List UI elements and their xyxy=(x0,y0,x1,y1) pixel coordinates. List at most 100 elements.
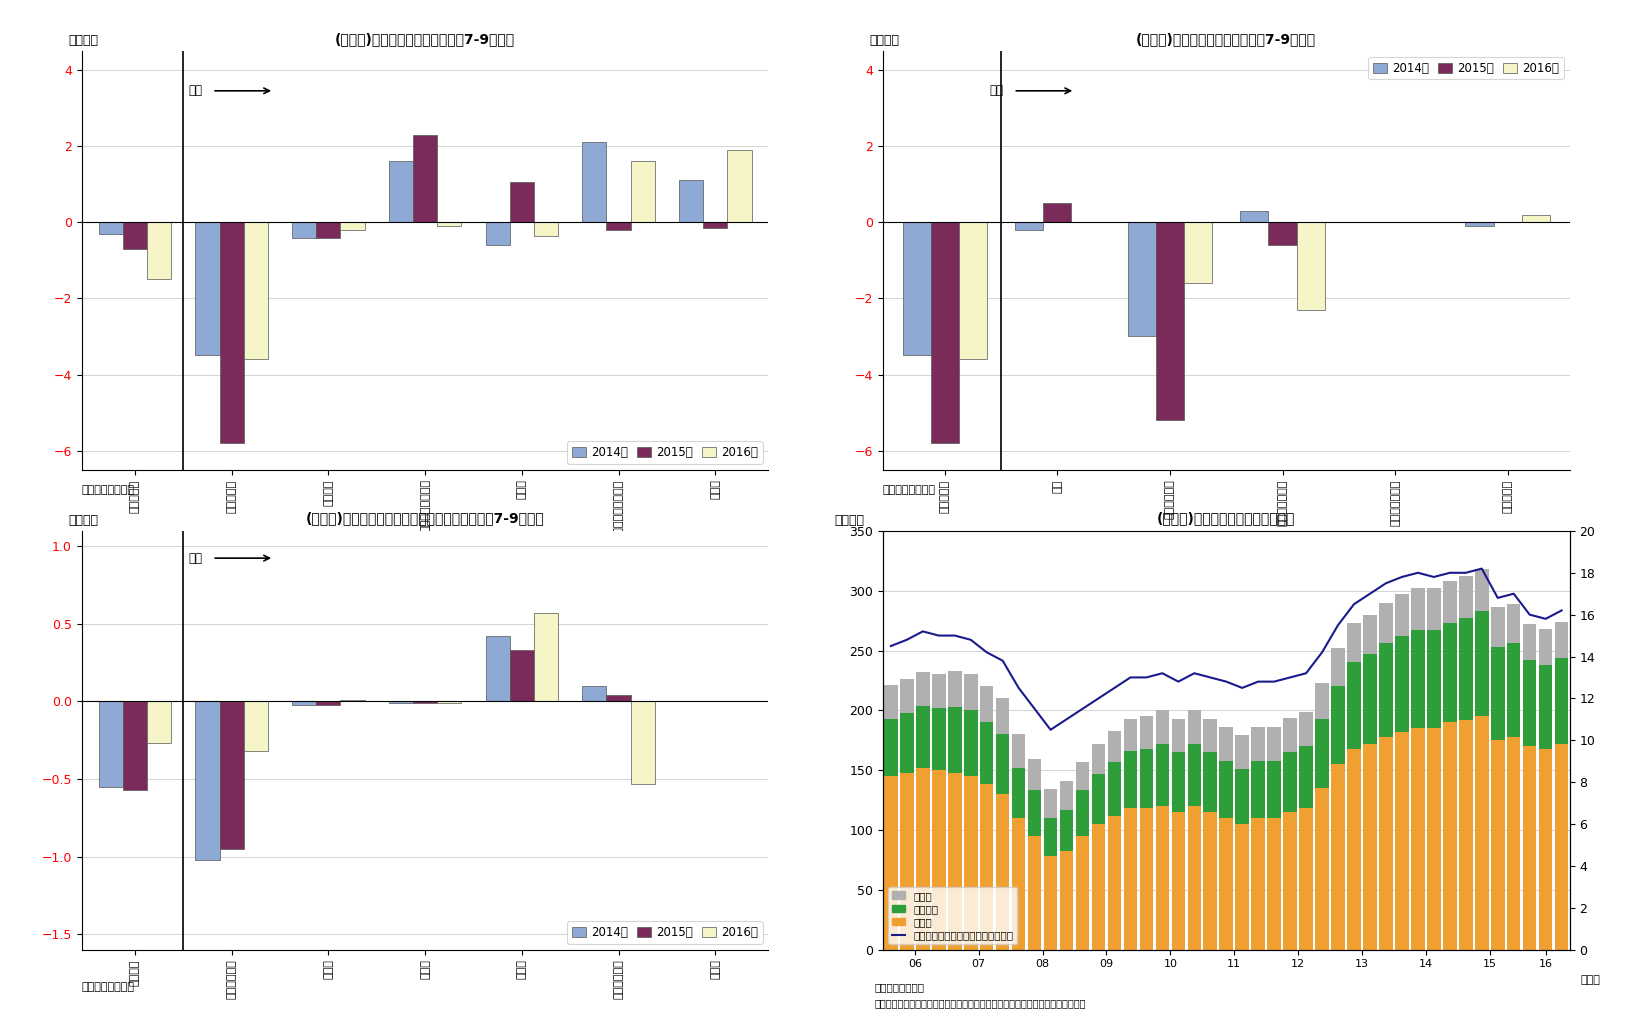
Bar xyxy=(932,770,945,950)
個人金融資産に占める割合（右軸） xyxy=(1233,682,1252,694)
Bar xyxy=(930,223,958,443)
Bar xyxy=(196,223,219,355)
Bar xyxy=(1028,836,1041,950)
Bar xyxy=(1092,744,1105,774)
Bar xyxy=(1347,748,1360,950)
Bar xyxy=(1427,728,1440,950)
個人金融資産に占める割合（右軸） xyxy=(992,654,1012,667)
Bar xyxy=(916,768,930,950)
Bar xyxy=(1092,824,1105,950)
Bar xyxy=(1220,761,1233,818)
Bar xyxy=(1347,663,1360,748)
Bar xyxy=(1283,752,1297,812)
Bar xyxy=(903,223,930,355)
Bar xyxy=(1300,746,1313,809)
Bar xyxy=(885,685,898,719)
Text: 内訳: 内訳 xyxy=(989,85,1004,97)
Bar xyxy=(147,223,172,280)
Bar xyxy=(901,773,914,950)
Bar xyxy=(1364,615,1377,654)
Bar xyxy=(1076,762,1089,790)
Bar xyxy=(1107,816,1122,950)
Bar xyxy=(965,776,978,950)
Bar xyxy=(1444,581,1457,623)
Bar xyxy=(1539,629,1553,665)
個人金融資産に占める割合（右軸） xyxy=(1424,571,1444,583)
Bar xyxy=(1347,623,1360,663)
Bar xyxy=(1507,736,1521,950)
個人金融資産に占める割合（右軸） xyxy=(1328,619,1347,631)
Bar xyxy=(1251,761,1265,818)
個人金融資産に占める割合（右軸） xyxy=(1313,646,1333,659)
Title: (図表６)家計資産のフロー（各年7-9月期）: (図表６)家計資産のフロー（各年7-9月期） xyxy=(335,32,515,46)
Bar xyxy=(1539,665,1553,748)
Bar xyxy=(1241,211,1269,223)
個人金融資産に占める割合（右軸） xyxy=(1136,672,1156,684)
個人金融資産に占める割合（右軸） xyxy=(1280,672,1300,684)
Bar xyxy=(1015,223,1043,230)
Bar xyxy=(147,701,172,743)
Bar xyxy=(1465,223,1494,226)
個人金融資産に占める割合（右軸） xyxy=(1216,676,1236,688)
Bar xyxy=(1300,809,1313,950)
個人金融資産に占める割合（右軸） xyxy=(1120,672,1140,684)
Bar xyxy=(916,706,930,768)
Bar xyxy=(1172,812,1185,950)
Bar xyxy=(1522,214,1550,223)
Bar xyxy=(885,719,898,776)
Text: （兆円）: （兆円） xyxy=(69,34,98,47)
Bar xyxy=(1059,781,1073,810)
Bar xyxy=(535,223,558,236)
個人金融資産に占める割合（右軸） xyxy=(1344,598,1364,611)
Bar xyxy=(1380,602,1393,643)
個人金融資産に占める割合（右軸） xyxy=(898,634,917,646)
Legend: 2014年, 2015年, 2016年: 2014年, 2015年, 2016年 xyxy=(567,921,762,943)
個人金融資産に占める割合（右軸） xyxy=(1200,672,1220,684)
Bar xyxy=(965,675,978,711)
Bar xyxy=(932,675,945,708)
Text: （兆円）: （兆円） xyxy=(835,514,865,527)
個人金融資産に占める割合（右軸） xyxy=(929,629,948,642)
Bar xyxy=(901,713,914,773)
Bar xyxy=(1043,203,1071,223)
Bar xyxy=(1539,748,1553,950)
Bar xyxy=(1395,732,1409,950)
Bar xyxy=(486,636,510,701)
Text: （兆円）: （兆円） xyxy=(870,34,899,47)
個人金融資産に占める割合（右軸） xyxy=(1025,702,1045,715)
Bar xyxy=(219,701,244,848)
個人金融資産に占める割合（右軸） xyxy=(1521,609,1540,621)
Bar xyxy=(1411,630,1424,728)
Text: （注）株式等、投資信託、外貨頲金、対外証券投資、信託受益権等を対象とした: （注）株式等、投資信託、外貨頲金、対外証券投資、信託受益権等を対象とした xyxy=(875,999,1086,1009)
個人金融資産に占める割合（右軸） xyxy=(1408,567,1427,579)
Bar xyxy=(1491,607,1504,647)
Bar xyxy=(1028,790,1041,836)
Bar xyxy=(885,776,898,950)
個人金融資産に占める割合（右軸） xyxy=(1264,676,1283,688)
Bar xyxy=(1507,643,1521,736)
Bar xyxy=(958,223,988,359)
Bar xyxy=(1140,748,1153,809)
Bar xyxy=(535,613,558,701)
Bar xyxy=(1107,762,1122,816)
Bar xyxy=(1522,661,1537,746)
個人金融資産に占める割合（右軸） xyxy=(1056,714,1076,726)
Bar xyxy=(1444,722,1457,950)
Bar xyxy=(414,135,437,223)
Text: 内訳: 内訳 xyxy=(188,551,203,565)
Title: (図表７)現・頲金のフロー（各年7-9月期）: (図表７)現・頲金のフロー（各年7-9月期） xyxy=(1136,32,1316,46)
Bar xyxy=(316,701,340,704)
Text: （資料）日本銀行: （資料）日本銀行 xyxy=(875,982,925,992)
Text: （資料）日本銀行: （資料）日本銀行 xyxy=(82,982,134,992)
Bar xyxy=(1458,720,1473,950)
Bar xyxy=(510,650,535,701)
Bar xyxy=(1220,818,1233,950)
Bar xyxy=(1458,577,1473,619)
Bar xyxy=(1128,223,1156,337)
Bar xyxy=(1444,623,1457,722)
個人金融資産に占める割合（右軸） xyxy=(881,640,901,652)
Bar xyxy=(1331,686,1346,764)
Bar xyxy=(1251,818,1265,950)
個人金融資産に占める割合（右軸） xyxy=(1105,682,1125,694)
Bar xyxy=(1427,630,1440,728)
